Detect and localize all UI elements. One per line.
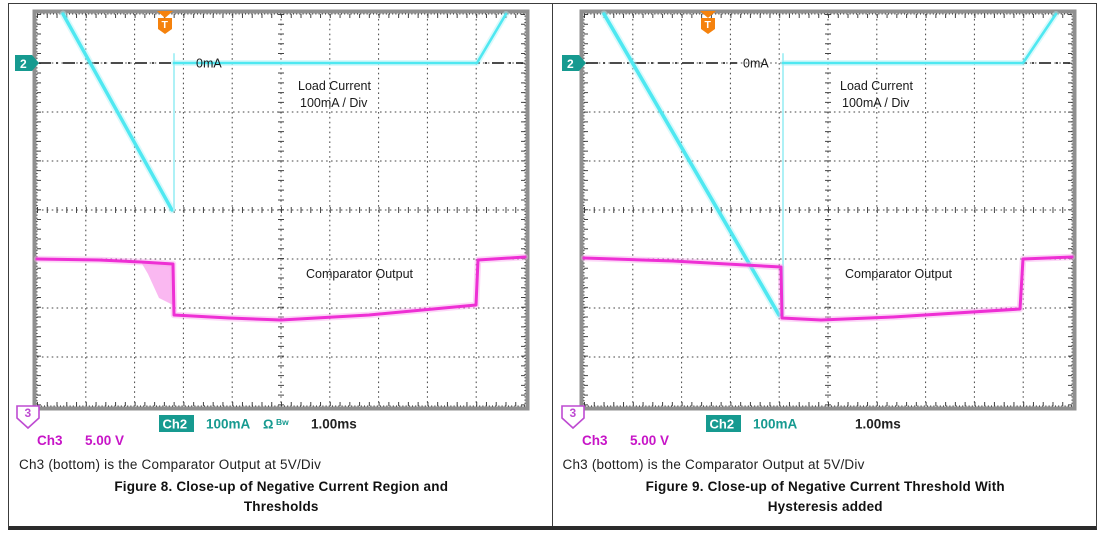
panel-figure-8: T 2 3 0mA Load Current 100mA / Div Compa… — [9, 4, 553, 526]
ch2-ground-marker: 2 — [561, 55, 586, 71]
figure-caption-line2: Thresholds — [243, 499, 319, 514]
ch3-ground-marker: 3 — [560, 405, 585, 430]
scope-frame — [32, 9, 530, 411]
ch2-readout-name: Ch2 — [709, 417, 734, 432]
trigger-marker-icon: T — [157, 11, 173, 34]
load-current-label-line1: Load Current — [298, 79, 371, 93]
caption-block-figure-8: Ch3 (bottom) is the Comparator Output at… — [9, 454, 552, 517]
ch2-marker-icon — [561, 55, 586, 71]
load-current-label-line1: Load Current — [840, 79, 913, 93]
timebase-readout: 1.00ms — [311, 417, 357, 432]
ch3-marker-icon — [16, 405, 40, 430]
ch2-scale-readout: 100mA — [753, 417, 798, 432]
ch2-readout-name: Ch2 — [163, 417, 188, 432]
trigger-arrow-icon — [699, 11, 716, 18]
ch2-ground-marker: 2 — [15, 55, 39, 71]
timebase-readout: 1.00ms — [855, 417, 901, 432]
figure-caption: Figure 9. Close-up of Negative Current T… — [563, 477, 1089, 517]
ch3-ground-marker: 3 — [16, 405, 40, 430]
figure-caption: Figure 8. Close-up of Negative Current R… — [19, 477, 544, 517]
ch2-bandwidth-readout: Bw — [276, 417, 289, 427]
trigger-arrow-icon — [157, 11, 173, 18]
zero-current-label: 0mA — [743, 57, 769, 71]
ch2-readout-badge — [159, 415, 194, 432]
comparator-output-label: Comparator Output — [845, 267, 953, 281]
scope-grid — [583, 13, 1072, 407]
trigger-letter: T — [162, 19, 169, 31]
caption-note: Ch3 (bottom) is the Comparator Output at… — [562, 457, 865, 472]
ch2-readout-badge — [705, 415, 741, 432]
ch2-scale-readout: 100mA — [206, 417, 251, 432]
ch3-readout-name: Ch3 — [582, 433, 608, 448]
scope-traces — [33, 10, 529, 324]
zero-current-label: 0mA — [196, 57, 222, 71]
trigger-shield-icon — [158, 18, 172, 34]
oscilloscope-screenshot-figure-9: T 2 3 0mA Load Current 100mA / Div Compa… — [560, 9, 1076, 448]
scope-traces — [580, 10, 1075, 324]
load-current-label-line2: 100mA / Div — [842, 96, 910, 110]
ch3-marker-icon — [560, 405, 585, 430]
ch3-scale-readout: 5.00 V — [85, 433, 124, 448]
ch3-readout-name: Ch3 — [37, 433, 63, 448]
trigger-shield-icon — [700, 18, 715, 34]
oscilloscope-screenshot-figure-8: T 2 3 0mA Load Current 100mA / Div Compa… — [15, 9, 530, 448]
figure-caption-line1: Figure 9. Close-up of Negative Current T… — [645, 479, 1005, 494]
figure-caption-line2: Hysteresis added — [767, 499, 883, 514]
trigger-letter: T — [704, 19, 711, 31]
trigger-marker-icon: T — [699, 11, 716, 34]
load-current-label-line2: 100mA / Div — [300, 96, 368, 110]
ch3-scale-readout: 5.00 V — [630, 433, 669, 448]
ch2-marker-label: 2 — [20, 57, 27, 71]
ch3-marker-label: 3 — [25, 406, 32, 420]
scope-grid — [36, 13, 526, 407]
scope-frame — [579, 9, 1076, 411]
ch2-coupling-readout: Ω — [263, 417, 273, 432]
comparator-output-label: Comparator Output — [306, 267, 414, 281]
ch2-marker-icon — [15, 55, 39, 71]
caption-block-figure-9: Ch3 (bottom) is the Comparator Output at… — [553, 454, 1097, 517]
figure-caption-line1: Figure 8. Close-up of Negative Current R… — [114, 479, 449, 494]
caption-note: Ch3 (bottom) is the Comparator Output at… — [19, 457, 322, 472]
ch3-marker-label: 3 — [569, 406, 576, 420]
figure-table: T 2 3 0mA Load Current 100mA / Div Compa… — [8, 3, 1097, 530]
panel-figure-9: T 2 3 0mA Load Current 100mA / Div Compa… — [553, 4, 1097, 526]
ch2-marker-label: 2 — [567, 57, 574, 71]
